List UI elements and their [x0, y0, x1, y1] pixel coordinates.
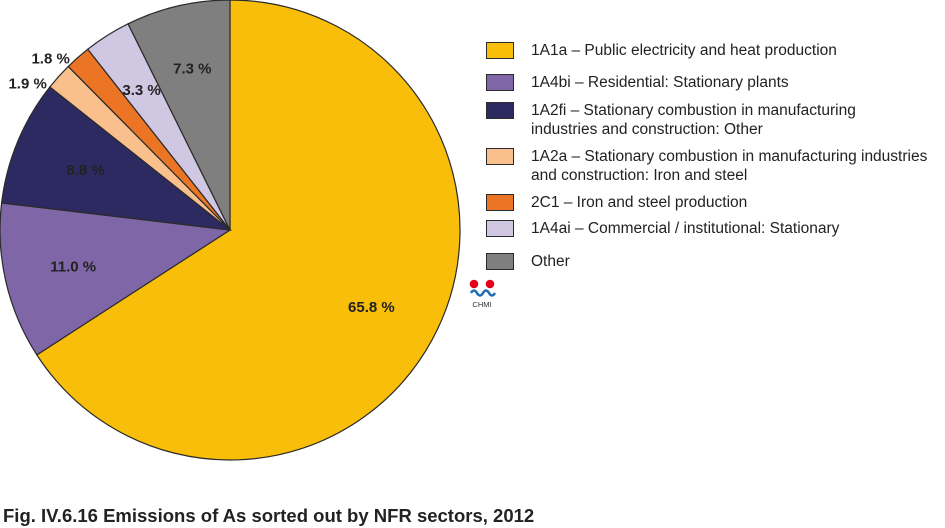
logo-text: CHMI	[472, 300, 491, 309]
legend-label-line: 1A1a – Public electricity and heat produ…	[531, 42, 837, 59]
legend-label-line: 1A2a – Stationary combustion in manufact…	[531, 148, 928, 165]
legend-swatch	[486, 42, 514, 59]
pie-slice-3	[0, 86, 233, 231]
logo-wave	[469, 289, 497, 297]
legend-swatch	[486, 74, 514, 91]
legend-label-line: industries and construction: Other	[531, 121, 763, 138]
legend-swatch	[486, 148, 514, 165]
legend-label-line: 1A2fi – Stationary combustion in manufac…	[531, 102, 856, 119]
legend-label: 1A1a – Public electricity and heat produ…	[531, 41, 945, 60]
chmi-logo: CHMI	[466, 279, 498, 309]
logo-dot-right	[485, 279, 495, 289]
pie-label-7: 7.3 %	[173, 61, 211, 78]
legend-label-line: 1A4ai – Commercial / institutional: Stat…	[531, 220, 840, 237]
pie-label-6: 3.3 %	[122, 82, 160, 99]
legend-label: Other	[531, 252, 945, 271]
pie-label-3: 8.8 %	[66, 162, 104, 179]
pie-slice-1	[36, 0, 461, 461]
pie-label-4: 1.9 %	[8, 75, 46, 92]
legend-label: 1A2a – Stationary combustion in manufact…	[531, 147, 945, 185]
legend-label: 1A4bi – Residential: Stationary plants	[531, 73, 945, 92]
legend-label: 1A4ai – Commercial / institutional: Stat…	[531, 219, 945, 238]
legend-label-line: Other	[531, 253, 570, 270]
pie-slice-7	[127, 0, 231, 231]
pie-label-2: 11.0 %	[50, 258, 96, 275]
legend-label: 2C1 – Iron and steel production	[531, 193, 945, 212]
legend-swatch	[486, 194, 514, 211]
pie-slice-2	[0, 202, 232, 356]
legend-label-line: 1A4bi – Residential: Stationary plants	[531, 74, 789, 91]
pie-label-1: 65.8 %	[348, 299, 395, 316]
legend-swatch	[486, 253, 514, 270]
legend-label-line: 2C1 – Iron and steel production	[531, 194, 748, 211]
logo-dot-left	[469, 279, 479, 289]
legend-swatch	[486, 220, 514, 237]
legend-label: 1A2fi – Stationary combustion in manufac…	[531, 101, 945, 139]
legend-swatch	[486, 102, 514, 119]
pie-label-5: 1.8 %	[31, 51, 69, 68]
figure-caption: Fig. IV.6.16 Emissions of As sorted out …	[3, 505, 535, 526]
legend-label-line: and construction: Iron and steel	[531, 167, 748, 184]
